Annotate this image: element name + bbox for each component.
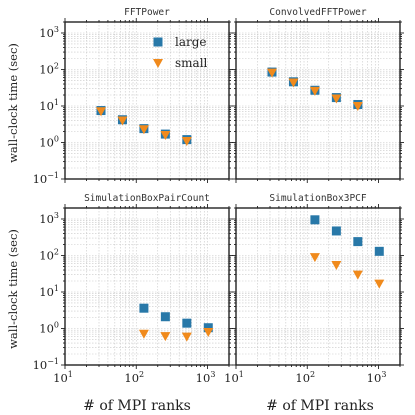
marker-large [374, 246, 384, 256]
y-tick-label: 100 [39, 320, 59, 335]
legend-label-large: large [175, 35, 207, 49]
ylabel-bottom: wall-clock time (sec) [6, 229, 20, 349]
marker-small [352, 101, 363, 111]
marker-small [267, 68, 278, 78]
marker-small [288, 78, 299, 88]
x-tick-label: 103 [367, 370, 387, 385]
x-tick-label: 103 [196, 370, 216, 385]
legend-marker-large [153, 37, 163, 47]
panel-title: SimulationBox3PCF [269, 193, 367, 204]
y-tick-label: 100 [39, 134, 59, 149]
marker-small [352, 270, 363, 280]
panel-frame [235, 21, 401, 180]
x-tick-label: 101 [224, 370, 244, 385]
panel-2: ConvolvedFFTPower [232, 7, 404, 183]
y-tick-label: 103 [39, 211, 59, 226]
x-tick-label: 102 [295, 370, 315, 385]
panel-title: FFTPower [124, 7, 170, 18]
marker-large [353, 237, 363, 247]
ylabel-top: wall-clock time (sec) [6, 43, 20, 163]
panels: FFTPower 10−1 100 101 102 103 large small Convol… [33, 7, 404, 385]
xlabel-right: # of MPI ranks [266, 398, 374, 414]
panel-frame [64, 207, 230, 366]
marker-small [160, 131, 171, 141]
panel-title: SimulationBoxPairCount [84, 193, 210, 204]
marker-small [160, 332, 171, 342]
marker-small [309, 86, 320, 96]
marker-small [117, 116, 128, 126]
xlabel-left: # of MPI ranks [83, 398, 191, 414]
marker-small [331, 260, 342, 270]
marker-small [309, 253, 320, 263]
panel-frame [235, 207, 401, 366]
panel-title: ConvolvedFFTPower [269, 7, 367, 18]
panel-4: SimulationBox3PCF 101 102 103 [224, 193, 404, 385]
marker-small [374, 279, 385, 289]
legend: large small [153, 35, 208, 70]
y-tick-label: 103 [39, 25, 59, 40]
panel-3: SimulationBoxPairCount 10−1 100 101 102 103 10… [33, 193, 233, 385]
marker-small [138, 329, 149, 339]
y-tick-label: 102 [39, 61, 59, 76]
marker-large [331, 226, 341, 236]
y-tick-label: 10−1 [33, 171, 59, 186]
marker-large [182, 318, 192, 328]
marker-small [331, 94, 342, 104]
y-tick-label: 10−1 [33, 357, 59, 372]
marker-small [181, 332, 192, 342]
marker-large [203, 323, 213, 333]
legend-label-small: small [175, 56, 208, 70]
panel-frame [64, 21, 230, 180]
y-tick-label: 101 [39, 98, 59, 113]
panel-1: FFTPower 10−1 100 101 102 103 large small [33, 7, 233, 186]
legend-marker-small [153, 59, 163, 68]
x-tick-label: 102 [124, 370, 144, 385]
x-tick-label: 101 [53, 370, 73, 385]
marker-small [181, 136, 192, 146]
marker-large [310, 215, 320, 225]
marker-small [138, 125, 149, 135]
marker-large [160, 312, 170, 322]
marker-small [96, 107, 107, 117]
y-tick-label: 101 [39, 284, 59, 299]
y-tick-label: 102 [39, 247, 59, 262]
marker-small [203, 328, 214, 338]
marker-large [139, 303, 149, 313]
